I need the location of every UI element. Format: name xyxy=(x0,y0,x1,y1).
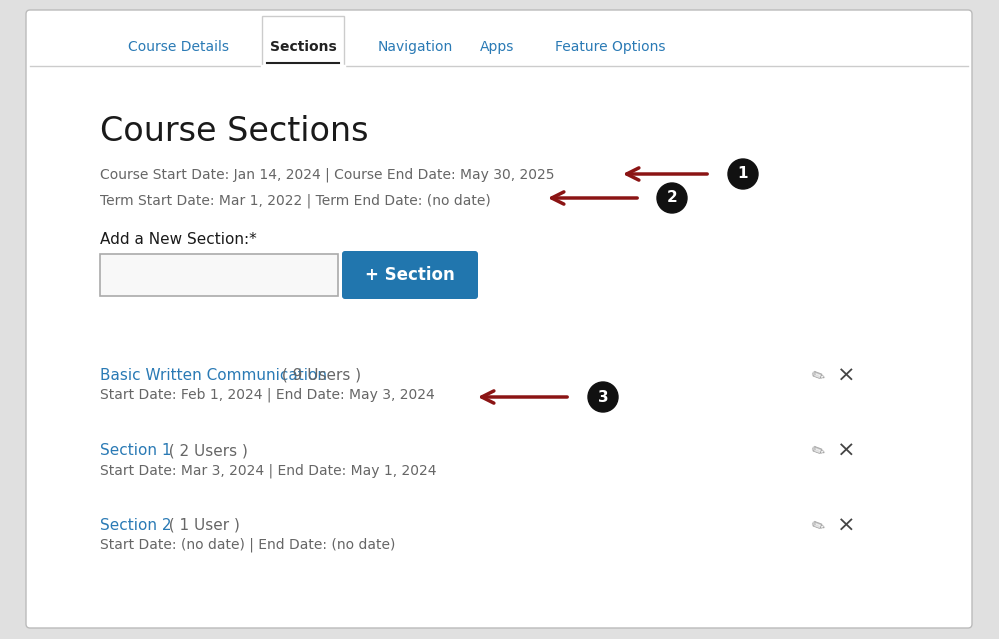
Text: Course Details: Course Details xyxy=(128,40,229,54)
Text: 1: 1 xyxy=(737,167,748,181)
Text: Sections: Sections xyxy=(270,40,337,54)
Text: Start Date: Feb 1, 2024 | End Date: May 3, 2024: Start Date: Feb 1, 2024 | End Date: May … xyxy=(100,388,435,403)
FancyBboxPatch shape xyxy=(342,251,478,299)
FancyBboxPatch shape xyxy=(100,254,338,296)
Text: ×: × xyxy=(837,516,855,536)
Text: Apps: Apps xyxy=(480,40,514,54)
Circle shape xyxy=(588,382,618,412)
Text: 3: 3 xyxy=(597,390,608,404)
Text: Section 2: Section 2 xyxy=(100,518,172,533)
Text: Section 1: Section 1 xyxy=(100,443,172,458)
Text: ✏: ✏ xyxy=(808,365,827,387)
Text: ×: × xyxy=(837,441,855,461)
Text: + Section: + Section xyxy=(365,266,455,284)
Circle shape xyxy=(728,159,758,189)
Text: Course Start Date: Jan 14, 2024 | Course End Date: May 30, 2025: Course Start Date: Jan 14, 2024 | Course… xyxy=(100,168,554,183)
Text: ( 2 Users ): ( 2 Users ) xyxy=(159,443,248,458)
Text: Term Start Date: Mar 1, 2022 | Term End Date: (no date): Term Start Date: Mar 1, 2022 | Term End … xyxy=(100,193,491,208)
Text: Feature Options: Feature Options xyxy=(554,40,665,54)
Text: Basic Written Communication: Basic Written Communication xyxy=(100,368,327,383)
Text: ( 9 Users ): ( 9 Users ) xyxy=(277,368,361,383)
Text: Course Sections: Course Sections xyxy=(100,115,369,148)
Text: ×: × xyxy=(837,366,855,386)
Text: Navigation: Navigation xyxy=(378,40,453,54)
FancyBboxPatch shape xyxy=(262,16,344,66)
FancyBboxPatch shape xyxy=(26,10,972,628)
Text: ✏: ✏ xyxy=(808,515,827,537)
Text: ✏: ✏ xyxy=(808,440,827,462)
Circle shape xyxy=(657,183,687,213)
Text: 2: 2 xyxy=(666,190,677,206)
Text: ( 1 User ): ( 1 User ) xyxy=(159,518,240,533)
Text: Start Date: Mar 3, 2024 | End Date: May 1, 2024: Start Date: Mar 3, 2024 | End Date: May … xyxy=(100,463,437,477)
Text: Add a New Section:*: Add a New Section:* xyxy=(100,232,257,247)
Text: Start Date: (no date) | End Date: (no date): Start Date: (no date) | End Date: (no da… xyxy=(100,538,396,553)
